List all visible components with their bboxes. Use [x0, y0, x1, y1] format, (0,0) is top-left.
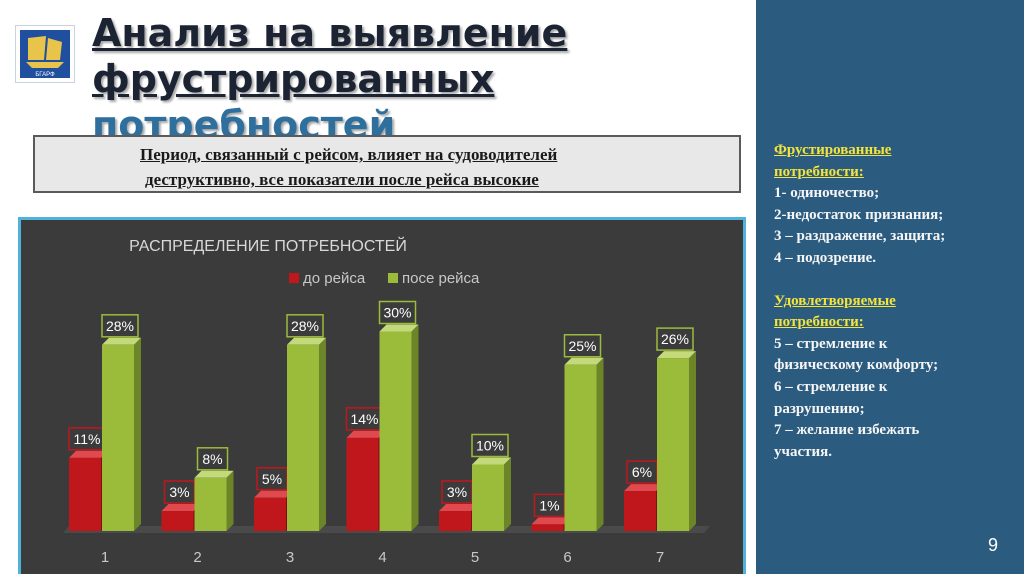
bar-after-4 — [379, 331, 412, 531]
bar-after-5-side — [504, 457, 511, 531]
summary-line-1: Период, связанный с рейсом, влияет на су… — [140, 145, 558, 164]
bar-after-1-side — [134, 337, 141, 531]
data-label-box-after-1 — [101, 314, 139, 338]
data-label-before-1: 11% — [74, 431, 101, 447]
satisfied-heading-2: потребности: — [774, 314, 864, 331]
bar-before-1-top — [69, 450, 108, 458]
data-label-after-5: 10% — [476, 438, 504, 454]
bar-before-3 — [254, 497, 286, 531]
bar-after-6-top — [564, 357, 604, 365]
bar-after-2-top — [194, 470, 234, 478]
data-label-after-6: 25% — [568, 338, 596, 354]
title-line-2-part-a: фрустрированных — [92, 57, 495, 101]
bar-before-5-top — [439, 504, 478, 512]
panel-spacer — [774, 270, 1014, 291]
legend-swatch-after — [388, 273, 398, 283]
chart-svg: РАСПРЕДЕЛЕНИЕ ПОТРЕБНОСТЕЙ до рейса посе… — [63, 236, 710, 566]
x-tick-label-6: 6 — [563, 549, 571, 566]
bar-after-5-top — [472, 457, 511, 465]
bar-after-2 — [194, 477, 227, 531]
satisfied-item-1: 5 – стремление к — [774, 335, 888, 352]
x-tick-label-1: 1 — [101, 549, 109, 566]
page-number: 9 — [988, 535, 999, 555]
data-label-before-4: 14% — [350, 411, 378, 427]
summary-box: Период, связанный с рейсом, влияет на су… — [33, 135, 741, 193]
ship-logo-icon: БГАРФ — [16, 26, 74, 82]
bar-after-7-top — [657, 351, 696, 359]
x-tick-label-5: 5 — [471, 549, 479, 566]
satisfied-item-3: 6 – стремление к — [774, 378, 888, 395]
frustrated-item-2: 2-недостаток признания; — [774, 206, 944, 223]
data-label-before-5: 3% — [447, 484, 467, 500]
data-label-after-3: 28% — [291, 318, 319, 334]
data-label-after-4: 30% — [383, 305, 411, 321]
x-tick-label-4: 4 — [378, 549, 386, 566]
data-label-box-after-5 — [471, 433, 509, 458]
logo: БГАРФ — [15, 25, 75, 83]
data-label-after-1: 28% — [106, 318, 134, 334]
bar-after-6-side — [596, 357, 604, 531]
summary-line-2: деструктивно, все показатели после рейса… — [145, 170, 539, 189]
frustrated-heading-1: Фрустированные — [774, 142, 892, 158]
data-label-box-after-6 — [563, 334, 602, 358]
data-label-box-after-2 — [196, 447, 229, 471]
bar-after-1 — [102, 344, 134, 531]
bar-after-3-top — [287, 337, 326, 345]
data-label-box-after-3 — [286, 314, 324, 338]
chart-title: РАСПРЕДЕЛЕНИЕ ПОТРЕБНОСТЕЙ — [129, 236, 407, 255]
legend-label-before: до рейса — [303, 270, 366, 287]
bar-before-1 — [69, 457, 101, 531]
logo-text: БГАРФ — [35, 72, 55, 78]
x-tick-label-3: 3 — [286, 549, 294, 566]
data-label-before-6: 1% — [539, 497, 559, 513]
x-tick-label-2: 2 — [193, 549, 201, 566]
satisfied-item-4: разрушению; — [774, 400, 865, 417]
data-label-before-3: 5% — [262, 471, 282, 487]
legend-label-after: посе рейса — [402, 270, 480, 287]
bar-after-2-side — [226, 470, 234, 531]
bar-before-7-top — [624, 484, 663, 492]
data-label-box-after-7 — [656, 327, 694, 351]
bar-before-6 — [531, 524, 564, 531]
bar-after-4-side — [411, 324, 419, 531]
needs-legend-panel: Фрустированные потребности: 1- одиночест… — [774, 140, 1014, 463]
frustrated-heading-2: потребности: — [774, 163, 864, 180]
data-label-after-7: 26% — [661, 331, 689, 347]
data-label-before-2: 3% — [169, 484, 189, 500]
satisfied-item-6: участия. — [774, 443, 832, 460]
bar-after-3 — [287, 344, 319, 531]
bar-after-4-top — [379, 324, 419, 332]
bar-after-5 — [472, 464, 504, 531]
bar-after-3-side — [319, 337, 326, 531]
data-label-before-7: 6% — [632, 464, 652, 480]
data-label-box-after-4 — [378, 300, 417, 325]
frustrated-item-1: 1- одиночество; — [774, 185, 880, 202]
bar-before-2 — [161, 511, 194, 531]
bar-after-1-top — [102, 337, 141, 345]
slide-main-area: БГАРФ Анализ на выявление фрустрированны… — [15, 10, 746, 574]
needs-distribution-chart: РАСПРЕДЕЛЕНИЕ ПОТРЕБНОСТЕЙ до рейса посе… — [18, 217, 746, 574]
frustrated-item-3: 3 – раздражение, защита; — [774, 228, 946, 245]
bar-after-7-side — [689, 351, 696, 531]
bar-after-6 — [564, 364, 597, 531]
data-label-after-2: 8% — [202, 451, 222, 467]
x-tick-label-7: 7 — [656, 549, 664, 566]
bar-before-4-top — [346, 430, 386, 438]
side-panel — [756, 0, 1024, 574]
bar-before-7 — [624, 491, 656, 531]
satisfied-item-5: 7 – желание избежать — [774, 422, 920, 439]
satisfied-heading-1: Удовлетворяемые — [774, 292, 896, 309]
title-line-1: Анализ на выявление — [92, 11, 568, 55]
bar-before-5 — [439, 511, 471, 531]
legend-swatch-before — [289, 273, 299, 283]
bar-before-3-top — [254, 490, 293, 498]
frustrated-item-4: 4 – подозрение. — [774, 249, 877, 266]
satisfied-item-2: физическому комфорту; — [774, 357, 939, 374]
bar-before-4 — [346, 437, 379, 531]
bar-after-7 — [657, 358, 689, 531]
bar-before-2-top — [161, 504, 201, 512]
page-title: Анализ на выявление фрустрированных потр… — [92, 10, 742, 148]
bar-before-6-top — [531, 517, 571, 525]
